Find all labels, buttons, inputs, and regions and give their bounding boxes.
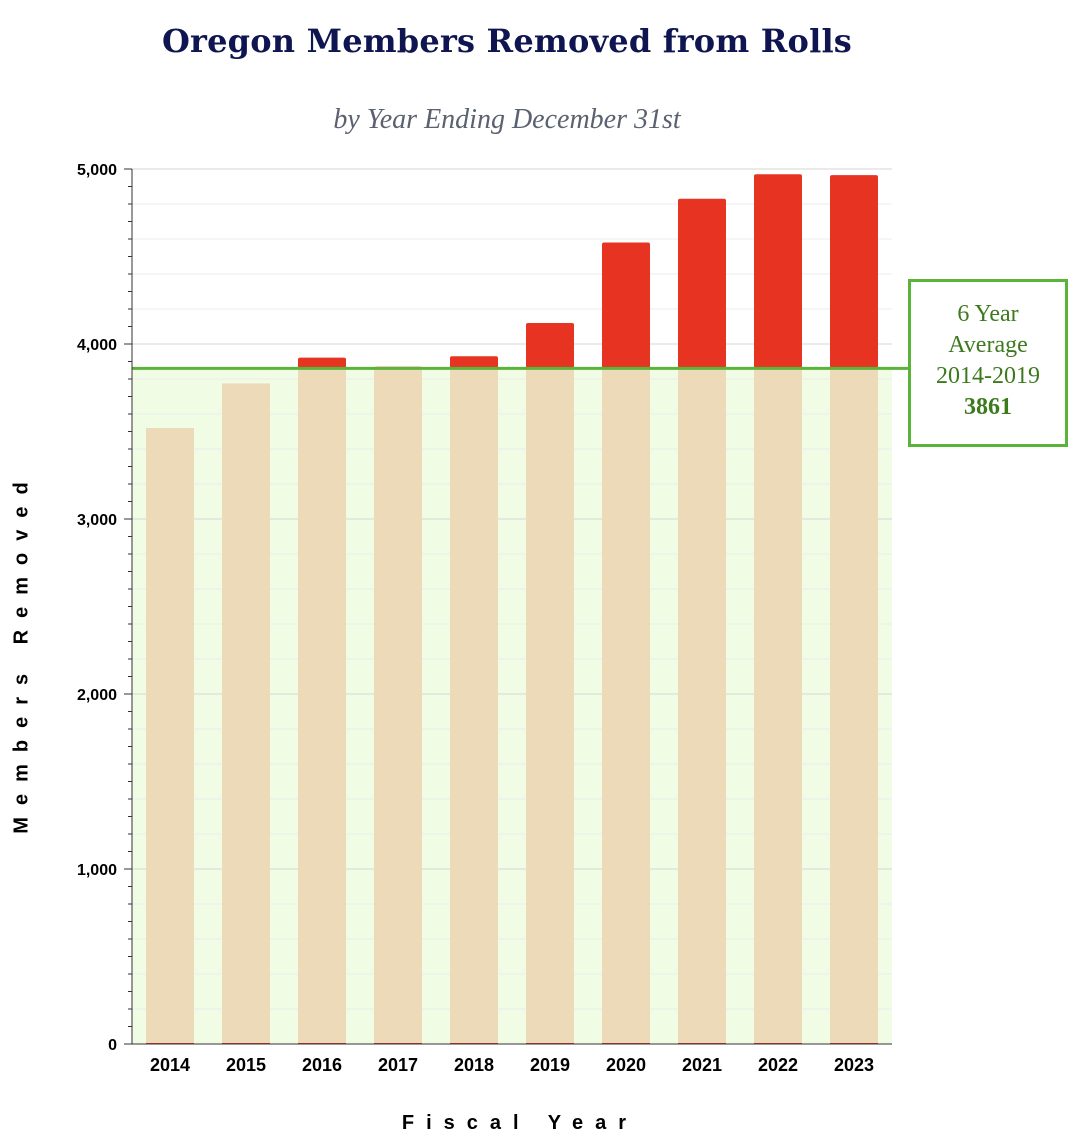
y-tick-label: 4,000 [77,337,117,354]
x-tick-label-2022: 2022 [758,1055,798,1075]
x-tick-label-2017: 2017 [378,1055,418,1075]
bar-2022-below [754,368,802,1044]
x-tick-label-2014: 2014 [150,1055,190,1075]
bar-2023-below [830,368,878,1044]
bar-2015-below [222,383,270,1044]
average-value: 3861 [964,394,1012,420]
average-annotation: 6 Year Average 2014-2019 3861 [908,279,1068,447]
average-label-line-1: 6 Year [957,301,1019,327]
x-tick-label-2019: 2019 [530,1055,570,1075]
x-tick-label-2021: 2021 [682,1055,722,1075]
y-tick-label: 5,000 [77,162,117,179]
x-tick-label-2020: 2020 [606,1055,646,1075]
x-axis-label: Fiscal Year [401,1112,639,1134]
average-label-line-2: Average [948,332,1028,358]
chart-title: Oregon Members Removed from Rolls [161,22,853,60]
x-tick-label-2023: 2023 [834,1055,874,1075]
x-tick-label-2016: 2016 [302,1055,342,1075]
bar-2019-below [526,368,574,1044]
chart-subtitle: by Year Ending December 31st [333,104,681,135]
bar-2021-above [678,198,726,369]
bar-2016-below [298,368,346,1044]
bar-2023-above [830,175,878,369]
bar-2016-above [298,357,346,369]
bar-2019-above [526,323,574,369]
bar-2014-below [146,428,194,1044]
y-tick-label: 1,000 [77,862,117,879]
y-tick-label: 3,000 [77,512,117,529]
bar-2018-above [450,356,498,369]
x-tick-label-2018: 2018 [454,1055,494,1075]
y-tick-label: 2,000 [77,687,117,704]
bar-2021-below [678,368,726,1044]
bar-2017-below [374,368,422,1044]
bar-2018-below [450,368,498,1044]
bar-2020-below [602,368,650,1044]
average-label-line-3: 2014-2019 [936,363,1040,389]
bar-2020-above [602,242,650,369]
y-tick-label: 0 [108,1037,117,1054]
bar-2022-above [754,174,802,369]
x-tick-label-2015: 2015 [226,1055,266,1075]
